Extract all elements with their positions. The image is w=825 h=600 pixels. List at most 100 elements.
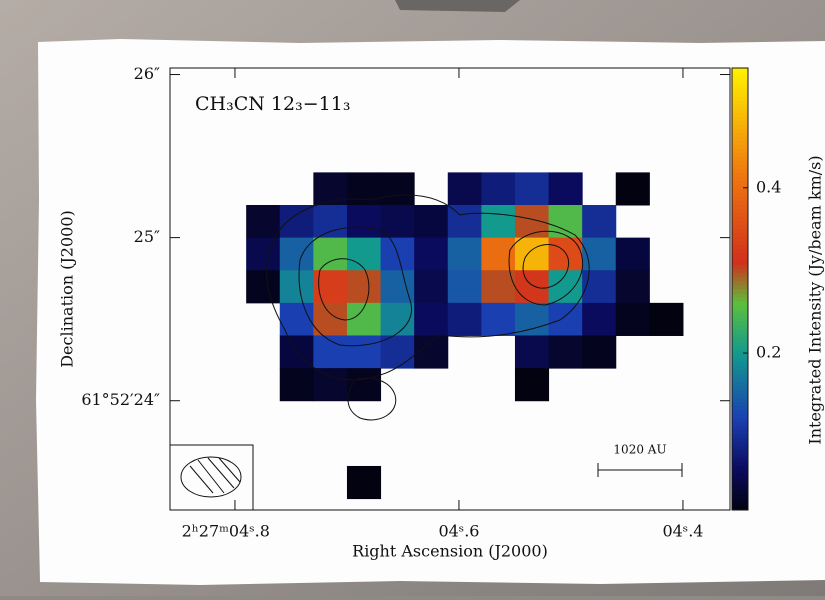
colorbar-step [732, 410, 748, 415]
heatmap-cell [246, 205, 280, 238]
colorbar-step [732, 217, 748, 222]
heatmap-cell [381, 172, 415, 205]
colorbar-step [732, 365, 748, 370]
y-axis-label: Declination (J2000) [58, 210, 77, 368]
heatmap-cell [515, 335, 549, 368]
colorbar-step [732, 197, 748, 202]
y-tick-label: 25″ [134, 227, 160, 246]
colorbar-step [732, 353, 748, 358]
colorbar-step [732, 168, 748, 173]
heatmap-cell [448, 270, 482, 303]
colorbar-step [732, 277, 748, 282]
colorbar-step [732, 430, 748, 435]
colorbar-step [732, 458, 748, 463]
colorbar-step [732, 261, 748, 266]
colorbar-step [732, 313, 748, 318]
heatmap-cell [381, 205, 415, 238]
heatmap-cell [515, 172, 549, 205]
colorbar-step [732, 297, 748, 302]
scale-bar-label: 1020 AU [613, 443, 666, 457]
heatmap-cell [549, 205, 583, 238]
colorbar-step [732, 189, 748, 194]
heatmap-cell [515, 238, 549, 271]
colorbar-step [732, 486, 748, 491]
colorbar-step [732, 136, 748, 141]
colorbar-step [732, 92, 748, 97]
heatmap-cell [313, 238, 347, 271]
heatmap-cell [347, 172, 381, 205]
colorbar-step [732, 498, 748, 503]
colorbar-step [732, 373, 748, 378]
heatmap-cell [347, 238, 381, 271]
colorbar-step [732, 309, 748, 314]
colorbar-step [732, 84, 748, 89]
heatmap-cell [313, 368, 347, 401]
colorbar-step [732, 132, 748, 137]
colorbar-step [732, 152, 748, 157]
colorbar-step [732, 241, 748, 246]
colorbar-step [732, 285, 748, 290]
heatmap-cell [616, 270, 650, 303]
colorbar-step [732, 317, 748, 322]
heatmap-cell [280, 270, 314, 303]
heatmap-cell [481, 205, 515, 238]
heatmap-cell [515, 368, 549, 401]
colorbar-step [732, 253, 748, 258]
page: 1020 AU CH₃CN 12₃−11₃ Right Ascension (J… [0, 0, 825, 596]
colorbar-step [732, 193, 748, 198]
colorbar-step [732, 293, 748, 298]
x-tick-label: 2ʰ27ᵐ04ˢ.8 [182, 522, 270, 541]
colorbar-step [732, 124, 748, 129]
colorbar-step [732, 181, 748, 186]
heatmap-cell [313, 172, 347, 205]
colorbar-step [732, 357, 748, 362]
colorbar-step [732, 470, 748, 475]
colorbar-step [732, 345, 748, 350]
heatmap-cell [414, 205, 448, 238]
heatmap-cell [347, 205, 381, 238]
colorbar-step [732, 265, 748, 270]
colorbar-step [732, 402, 748, 407]
colorbar-step [732, 333, 748, 338]
heatmap-cell [515, 303, 549, 336]
colorbar-step [732, 281, 748, 286]
x-tick-label: 04ˢ.6 [438, 522, 479, 541]
colorbar-step [732, 229, 748, 234]
colorbar-step [732, 273, 748, 278]
heatmap-cell [549, 335, 583, 368]
heatmap-cell [280, 238, 314, 271]
colorbar-step [732, 406, 748, 411]
x-axis-label: Right Ascension (J2000) [352, 542, 548, 561]
heatmap-cell [582, 335, 616, 368]
colorbar-step [732, 482, 748, 487]
colorbar-step [732, 221, 748, 226]
colorbar-tick-label: 0.4 [756, 177, 781, 196]
colorbar-step [732, 305, 748, 310]
colorbar-step [732, 140, 748, 145]
heatmap-cell [481, 172, 515, 205]
heatmap-cell [381, 335, 415, 368]
heatmap-cell [515, 270, 549, 303]
colorbar-step [732, 128, 748, 133]
colorbar-step [732, 104, 748, 109]
colorbar-step [732, 478, 748, 483]
colorbar-step [732, 341, 748, 346]
colorbar-step [732, 321, 748, 326]
colorbar-step [732, 325, 748, 330]
colorbar-step [732, 434, 748, 439]
heatmap-cell [347, 466, 381, 499]
heatmap-cell [280, 205, 314, 238]
colorbar-step [732, 80, 748, 85]
colorbar-step [732, 385, 748, 390]
heatmap-cell [448, 238, 482, 271]
colorbar-step [732, 205, 748, 210]
heatmap-cell [313, 205, 347, 238]
heatmap-cell [616, 303, 650, 336]
heatmap-cell [414, 303, 448, 336]
colorbar-step [732, 160, 748, 165]
colorbar-step [732, 245, 748, 250]
colorbar-step [732, 446, 748, 451]
colorbar-step [732, 369, 748, 374]
colorbar-step [732, 466, 748, 471]
colorbar-step [732, 393, 748, 398]
